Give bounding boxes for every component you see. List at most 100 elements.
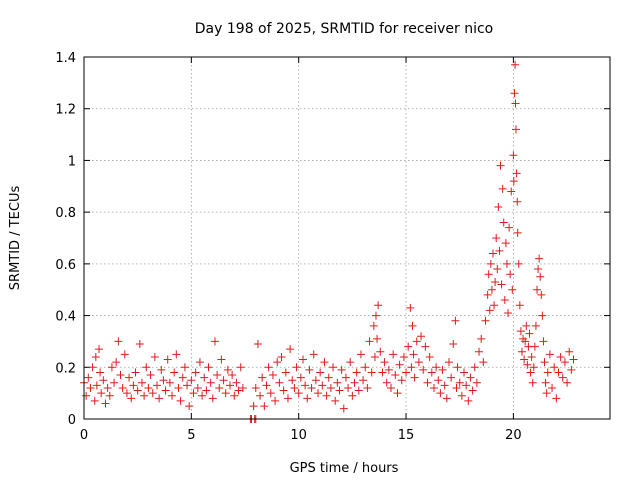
data-point (380, 358, 389, 367)
y-axis-label: SRMTID / TECUs (8, 186, 23, 291)
data-point (460, 368, 469, 377)
data-point (447, 373, 456, 382)
data-point (511, 125, 520, 134)
data-point (530, 342, 539, 351)
data-point (101, 399, 110, 408)
data-point (120, 350, 129, 359)
data-point (228, 371, 237, 380)
y-tick-label: 0.8 (55, 206, 76, 221)
data-point (452, 383, 461, 392)
data-point (529, 363, 538, 372)
data-point (234, 386, 243, 395)
data-point (294, 389, 303, 398)
data-point (434, 376, 443, 385)
data-point (496, 161, 505, 170)
data-point (512, 169, 521, 178)
data-point (208, 394, 217, 403)
data-point (481, 316, 490, 325)
data-point (146, 371, 155, 380)
y-tick-label: 0.2 (55, 361, 76, 376)
data-point (225, 381, 234, 390)
data-point (129, 381, 138, 390)
data-point (264, 363, 273, 372)
data-point (217, 355, 226, 364)
y-tick-label: 1 (68, 154, 76, 169)
data-point (542, 389, 551, 398)
data-point (513, 197, 522, 206)
data-point (438, 365, 447, 374)
data-point (541, 378, 550, 387)
data-point (82, 391, 91, 400)
data-point (567, 365, 576, 374)
data-point (161, 386, 170, 395)
data-point (389, 350, 398, 359)
data-point (507, 187, 516, 196)
data-point (497, 280, 506, 289)
data-point (395, 360, 404, 369)
data-point (554, 368, 563, 377)
data-point (256, 391, 265, 400)
data-point (90, 396, 99, 405)
data-point (560, 358, 569, 367)
data-point (249, 402, 258, 411)
x-tick-label: 5 (187, 428, 195, 443)
data-point (466, 373, 475, 382)
data-point (550, 363, 559, 372)
data-point (131, 368, 140, 377)
data-point (504, 308, 513, 317)
data-point (468, 386, 477, 395)
data-point (417, 332, 426, 341)
data-point (335, 386, 344, 395)
data-point (193, 383, 202, 392)
data-point (540, 358, 549, 367)
data-point (96, 368, 105, 377)
data-point (206, 378, 215, 387)
data-point (369, 321, 378, 330)
data-point (127, 394, 136, 403)
data-point (404, 342, 413, 351)
data-point (172, 350, 181, 359)
data-point (99, 376, 108, 385)
data-point (378, 368, 387, 377)
data-point (148, 389, 157, 398)
data-point (494, 202, 503, 211)
data-point (187, 376, 196, 385)
data-point (373, 334, 382, 343)
data-point (387, 383, 396, 392)
data-point (527, 352, 536, 361)
data-point (371, 311, 380, 320)
data-point (425, 352, 434, 361)
data-point (105, 391, 114, 400)
data-point (191, 368, 200, 377)
data-point (408, 321, 417, 330)
data-point (262, 381, 271, 390)
data-point (393, 389, 402, 398)
data-point (341, 373, 350, 382)
data-point (382, 378, 391, 387)
y-tick-label: 0.4 (55, 310, 76, 325)
data-point (493, 265, 502, 274)
data-point (178, 373, 187, 382)
data-point (423, 378, 432, 387)
data-point (490, 301, 499, 310)
data-point (253, 340, 262, 349)
data-point (429, 383, 438, 392)
data-point (150, 352, 159, 361)
data-point (266, 389, 275, 398)
data-point (273, 358, 282, 367)
data-point (324, 373, 333, 382)
data-point (114, 337, 123, 346)
data-point (406, 303, 415, 312)
data-point (533, 285, 542, 294)
data-point (118, 383, 127, 392)
data-point (534, 265, 543, 274)
data-point (517, 347, 526, 356)
data-point (509, 151, 518, 160)
y-tick-label: 0.6 (55, 258, 76, 273)
data-point (510, 89, 519, 98)
data-point (283, 394, 292, 403)
data-point (523, 360, 532, 369)
data-point (116, 371, 125, 380)
data-point (558, 373, 567, 382)
data-point (552, 394, 561, 403)
